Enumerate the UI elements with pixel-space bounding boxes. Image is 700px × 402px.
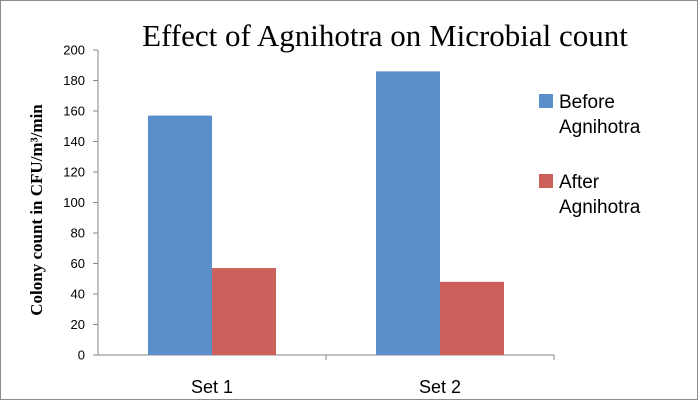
y-tick-label: 100 xyxy=(63,195,85,210)
legend-label: Before Agnihotra xyxy=(559,92,641,138)
legend-swatch xyxy=(539,94,553,108)
y-tick-label: 200 xyxy=(63,43,85,58)
bar xyxy=(148,115,212,355)
y-tick-label: 80 xyxy=(71,226,85,241)
y-tick-label: 0 xyxy=(78,348,85,363)
legend: Before Agnihotra After Agnihotra xyxy=(539,92,641,218)
bar xyxy=(440,281,504,355)
x-tick-label: Set 1 xyxy=(191,377,233,397)
legend-label: After Agnihotra xyxy=(559,172,641,218)
bar xyxy=(212,268,276,355)
bars xyxy=(148,71,504,355)
x-ticks: Set 1 Set 2 xyxy=(191,355,555,397)
y-tick-label: 20 xyxy=(71,317,85,332)
bar xyxy=(376,71,440,355)
x-tick-label: Set 2 xyxy=(419,377,461,397)
y-tick-label: 40 xyxy=(71,287,85,302)
y-ticks: 0 20 40 60 80 100 120 140 160 180 200 xyxy=(63,43,98,363)
y-tick-label: 60 xyxy=(71,256,85,271)
y-tick-label: 160 xyxy=(63,104,85,119)
legend-swatch xyxy=(539,174,553,188)
y-axis-label: Colony count in CFU/m³/min xyxy=(27,104,46,316)
chart-title: Effect of Agnihotra on Microbial count xyxy=(142,18,628,53)
y-tick-label: 140 xyxy=(63,134,85,149)
y-tick-label: 120 xyxy=(63,165,85,180)
y-tick-label: 180 xyxy=(63,73,85,88)
